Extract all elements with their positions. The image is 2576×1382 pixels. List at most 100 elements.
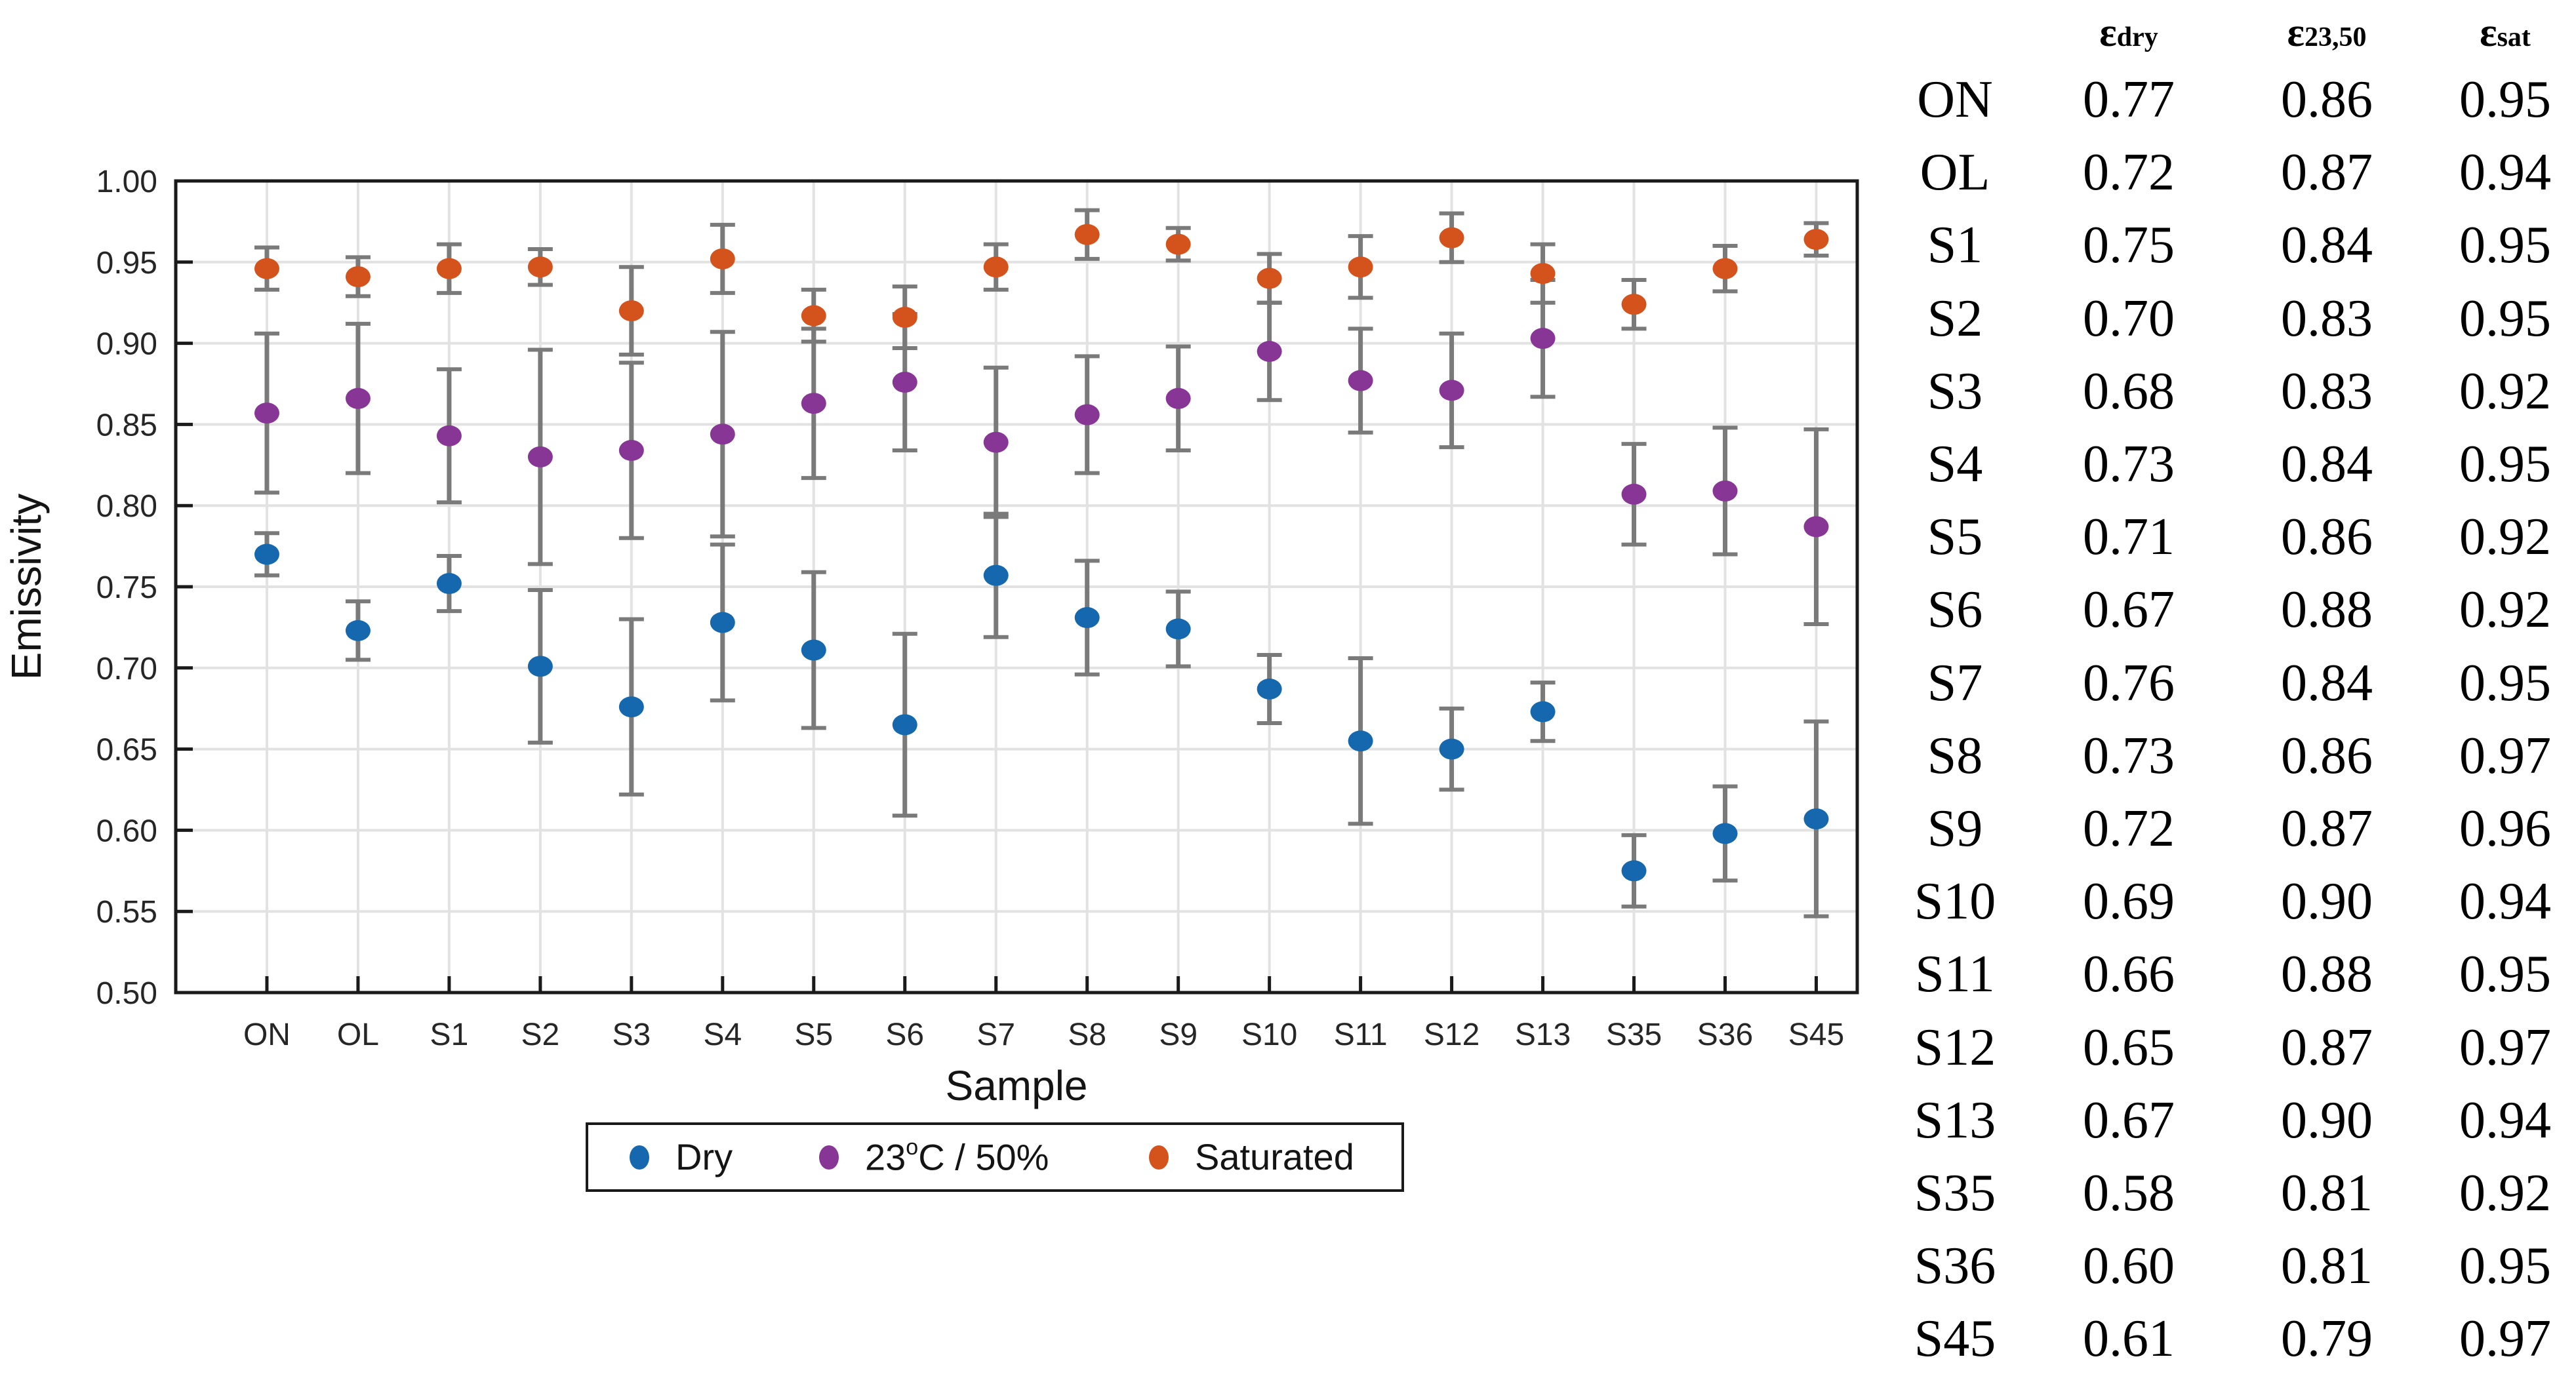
x-tick-label: S3 — [612, 1017, 651, 1052]
tick-labels: 0.50 0.55 0.60 0.65 0.70 0.75 0.80 0.85 0.90 0.95… — [96, 165, 1845, 1052]
data-point — [254, 403, 279, 424]
data-point — [1712, 480, 1738, 502]
data-point — [618, 300, 644, 322]
table-sample-cell: S12 — [1914, 1018, 1996, 1076]
legend-item-saturated: Saturated — [1149, 1125, 1354, 1189]
x-tick-label: S2 — [521, 1017, 560, 1052]
table-value-cell: 0.83 — [2281, 362, 2373, 420]
data-point — [618, 696, 644, 718]
x-tick-label: S45 — [1788, 1017, 1844, 1052]
axis-ticks — [176, 179, 1818, 995]
y-tick-label: 1.00 — [96, 165, 157, 199]
epsilon-subscript: dry — [2116, 22, 2158, 52]
data-point — [1257, 267, 1282, 289]
x-axis-label: Sample — [946, 1062, 1088, 1109]
data-point — [1712, 258, 1738, 279]
data-point — [1439, 738, 1464, 760]
table-value-cell: 0.90 — [2281, 1091, 2373, 1149]
dry-marker-icon — [630, 1145, 649, 1170]
table-value-cell: 0.68 — [2083, 362, 2175, 420]
table-sample-cell: S4 — [1927, 435, 1983, 493]
epsilon-subscript: 23,50 — [2304, 22, 2367, 52]
x-tick-label: ON — [243, 1017, 291, 1052]
legend-label-dry: Dry — [675, 1136, 733, 1177]
table-value-cell: 0.88 — [2281, 945, 2373, 1004]
table-sample-cell: S6 — [1927, 581, 1983, 639]
table-row: S9 0.72 0.87 0.96 — [1895, 793, 2576, 865]
table-value-cell: 0.97 — [2459, 1018, 2551, 1076]
grid-lines — [176, 181, 1857, 993]
data-point — [1257, 340, 1282, 362]
data-point — [1257, 678, 1282, 700]
saturated-marker-icon — [1149, 1145, 1169, 1170]
data-point — [710, 424, 735, 445]
table-sample-cell: ON — [1917, 71, 1993, 128]
x-tick-label: S36 — [1697, 1017, 1753, 1052]
table-sample-cell: S13 — [1914, 1091, 1996, 1149]
x-tick-label: S12 — [1424, 1017, 1479, 1052]
table-value-cell: 0.72 — [2083, 144, 2175, 202]
y-tick-label: 0.70 — [96, 652, 157, 686]
table-row: S12 0.65 0.87 0.97 — [1895, 1012, 2576, 1084]
legend-label-23c-50: 23oC / 50% — [865, 1134, 1049, 1178]
data-point — [1803, 229, 1829, 250]
y-tick-label: 0.60 — [96, 814, 157, 848]
data-point — [527, 656, 553, 677]
table-value-cell: 0.86 — [2281, 71, 2373, 128]
degree-superscript: o — [906, 1134, 919, 1160]
epsilon-symbol: ε — [2099, 10, 2117, 55]
table-value-cell: 0.60 — [2083, 1237, 2175, 1295]
table-header-cell: ε23,50 — [2287, 0, 2367, 70]
table-row: S13 0.67 0.90 0.94 — [1895, 1084, 2576, 1156]
table-value-cell: 0.94 — [2459, 144, 2551, 202]
data-point — [1348, 256, 1373, 278]
data-point — [710, 612, 735, 633]
data-point — [983, 431, 1009, 453]
data-point — [1074, 224, 1100, 245]
data-point — [1712, 823, 1738, 844]
table-value-cell: 0.95 — [2459, 289, 2551, 347]
table-row: S36 0.60 0.81 0.95 — [1895, 1230, 2576, 1302]
table-value-cell: 0.61 — [2083, 1310, 2175, 1368]
chart-legend: Dry 23oC / 50% Saturated — [586, 1122, 1404, 1192]
x-tick-label: S9 — [1159, 1017, 1197, 1052]
table-row: S5 0.71 0.86 0.92 — [1895, 501, 2576, 573]
table-value-cell: 0.97 — [2459, 726, 2551, 785]
table-header-cell: εdry — [2099, 0, 2158, 70]
table-value-cell: 0.70 — [2083, 289, 2175, 347]
table-value-cell: 0.69 — [2083, 873, 2175, 931]
data-point — [1530, 328, 1556, 349]
data-point — [527, 446, 553, 467]
data-point — [1621, 294, 1647, 315]
data-point — [254, 543, 279, 565]
legend-item-23c-50: 23oC / 50% — [819, 1125, 1049, 1189]
table-sample-cell: S5 — [1927, 508, 1983, 566]
x-tick-label: S1 — [430, 1017, 469, 1052]
table-row: S6 0.67 0.88 0.92 — [1895, 574, 2576, 646]
table-row: S11 0.66 0.88 0.95 — [1895, 938, 2576, 1010]
table-row: S3 0.68 0.83 0.92 — [1895, 355, 2576, 427]
data-point — [1165, 618, 1191, 640]
table-value-cell: 0.84 — [2281, 216, 2373, 275]
table-value-cell: 0.86 — [2281, 508, 2373, 566]
emissivity-table: εdry ε23,50 εsat ON 0.77 0.86 0.95 OL 0.72 0.87 0.… — [1895, 0, 2576, 1382]
data-point — [345, 620, 371, 641]
epsilon-symbol: ε — [2480, 10, 2497, 55]
table-value-cell: 0.95 — [2459, 654, 2551, 712]
table-sample-cell: S2 — [1927, 289, 1983, 347]
x-tick-label: S7 — [976, 1017, 1015, 1052]
y-tick-label: 0.55 — [96, 895, 157, 930]
table-value-cell: 0.96 — [2459, 800, 2551, 858]
table-sample-cell: S9 — [1927, 800, 1983, 858]
x-tick-label: S35 — [1606, 1017, 1662, 1052]
x-tick-label: OL — [337, 1017, 379, 1052]
table-sample-cell: S45 — [1914, 1310, 1996, 1368]
emissivity-chart: 0.50 0.55 0.60 0.65 0.70 0.75 0.80 0.85 0.90 0.95… — [3, 165, 1859, 1109]
data-point — [1530, 701, 1556, 722]
table-value-cell: 0.72 — [2083, 800, 2175, 858]
legend-label-saturated: Saturated — [1195, 1136, 1354, 1177]
table-value-cell: 0.95 — [2459, 216, 2551, 275]
table-value-cell: 0.94 — [2459, 873, 2551, 931]
table-value-cell: 0.95 — [2459, 945, 2551, 1004]
